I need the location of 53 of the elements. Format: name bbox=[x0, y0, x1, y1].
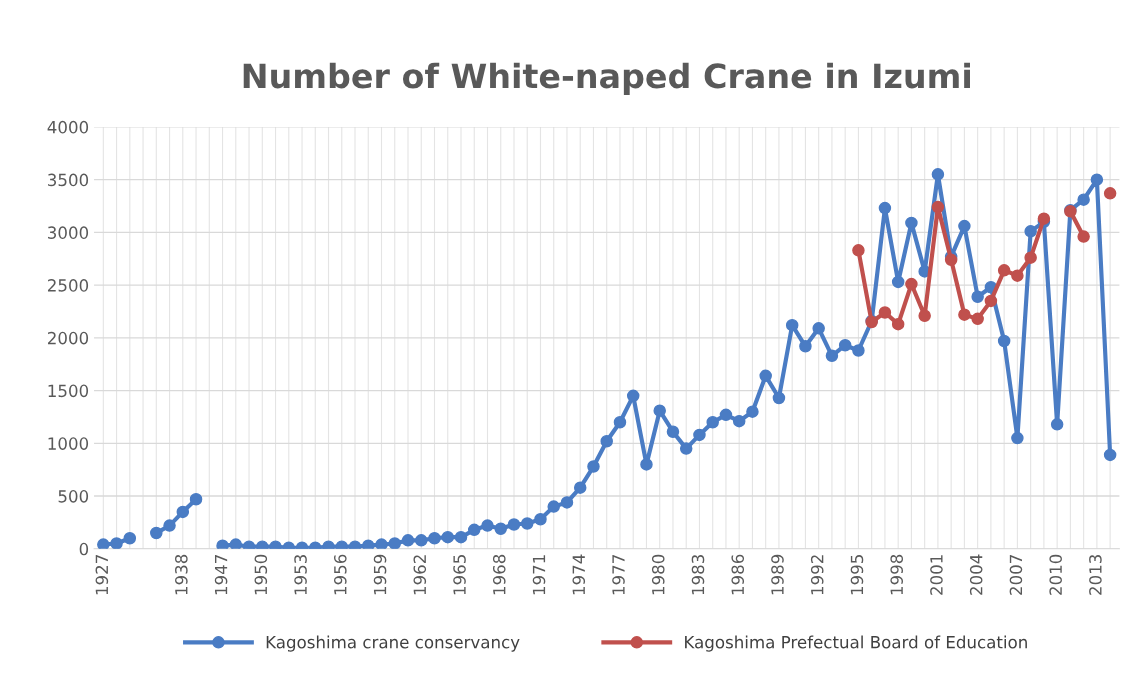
x-tick-label: 1995 bbox=[850, 555, 864, 595]
point bbox=[984, 294, 998, 308]
point bbox=[1024, 251, 1037, 264]
x-tick-label: 1962 bbox=[413, 555, 427, 595]
point bbox=[958, 308, 971, 321]
y-tick-label: 4000 bbox=[47, 120, 89, 134]
x-tick-label: 1971 bbox=[532, 555, 546, 595]
y-tick-label: 3000 bbox=[48, 226, 89, 239]
point bbox=[878, 306, 892, 319]
point bbox=[891, 317, 905, 331]
point bbox=[971, 312, 984, 326]
x-tick-label: 1953 bbox=[294, 555, 307, 595]
y-tick-label: 3500 bbox=[48, 173, 89, 187]
point bbox=[852, 244, 865, 257]
x-tick-label: 1950 bbox=[254, 554, 268, 595]
x-tick-label: 1989 bbox=[771, 554, 784, 595]
x-tick-label: 1959 bbox=[373, 554, 387, 595]
x-tick-label: 2001 bbox=[930, 555, 943, 595]
y-tick-label: 2500 bbox=[47, 279, 89, 292]
y-tick-label: 1500 bbox=[48, 384, 89, 398]
y-tick-label: 500 bbox=[58, 490, 89, 503]
y-tick-label: 1000 bbox=[48, 437, 89, 450]
point bbox=[918, 309, 931, 322]
x-tick-label: 1965 bbox=[453, 555, 466, 595]
x-tick-label: 2007 bbox=[1009, 555, 1023, 595]
x-tick-label: 2004 bbox=[969, 554, 983, 595]
point bbox=[1103, 187, 1117, 200]
x-tick-label: 1992 bbox=[810, 555, 824, 595]
y-tick-label: 0 bbox=[79, 542, 89, 556]
x-tick-label: 1983 bbox=[691, 555, 705, 595]
chart-title: Number of White-naped Crane in Izumi bbox=[243, 62, 970, 95]
x-tick-label: 1974 bbox=[572, 554, 586, 595]
y-tick-label: 2000 bbox=[47, 331, 89, 345]
x-tick-label: 1938 bbox=[175, 554, 188, 595]
x-tick-label: 1968 bbox=[492, 554, 506, 595]
x-tick-label: 1956 bbox=[334, 554, 347, 595]
x-tick-label: 2010 bbox=[1049, 554, 1062, 595]
legend-label: Kagoshima crane conservancy bbox=[266, 635, 520, 652]
x-tick-label: 1986 bbox=[731, 554, 745, 595]
point bbox=[1077, 230, 1090, 243]
legend-label: Kagoshima Prefectual Board of Education bbox=[685, 635, 1027, 652]
point bbox=[944, 253, 958, 267]
x-tick-label: 2013 bbox=[1089, 555, 1102, 595]
x-tick-label: 1998 bbox=[890, 554, 903, 595]
x-tick-label: 1947 bbox=[214, 555, 228, 595]
point bbox=[1011, 269, 1024, 282]
x-tick-label: 1980 bbox=[651, 554, 665, 595]
point bbox=[997, 264, 1011, 277]
x-tick-label: 1927 bbox=[95, 555, 109, 595]
point bbox=[905, 277, 918, 291]
point bbox=[1037, 212, 1051, 225]
point bbox=[931, 200, 945, 214]
x-tick-label: 1977 bbox=[612, 555, 625, 595]
